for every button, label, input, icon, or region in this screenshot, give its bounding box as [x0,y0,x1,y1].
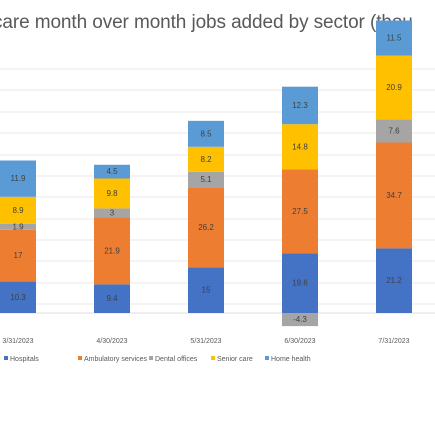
bar-segment-dental-offices [188,171,224,188]
data-label: 9.4 [106,294,118,303]
data-label: 27.5 [292,207,308,216]
legend-label: Ambulatory services [84,356,148,363]
x-axis-ticks: 3/31/2023 4/30/2023 5/31/2023 6/30/2023 7/31… [2,338,409,345]
bar-segment-home-health [94,164,130,179]
x-tick-label: 4/30/2023 [96,338,127,345]
data-label: 12.3 [292,101,308,110]
bar-segment-hospitals [282,253,318,313]
legend-swatch [265,356,269,360]
bar-segment-home-health [282,86,318,125]
bar-segment-home-health [188,120,224,147]
data-label: 8.5 [200,129,212,138]
legend-swatch [149,356,153,360]
bar-segment-senior-care [0,196,36,224]
bar-segment-hospitals [188,267,224,313]
chart-title: care month over month jobs added by sect… [0,12,413,33]
data-label: 1.9 [12,222,24,231]
legend-label: Hospitals [10,356,39,363]
data-label: 3 [110,208,115,217]
x-tick-label: 7/31/2023 [378,338,409,345]
data-label: 7.6 [388,126,400,135]
bar-segment-hospitals [376,248,412,313]
bar-segment-ambulatory-services [188,187,224,268]
legend-item: Senior care [211,356,253,363]
data-label: 34.7 [386,191,402,200]
bar-segment-senior-care [94,178,130,209]
bar-segment-ambulatory-services [282,169,318,254]
data-label: 10.3 [10,293,26,302]
data-labels: 10.3 17 1.9 8.9 11.9 9.4 21.9 3 9.8 4.5 15 26.2 5.1 8… [10,34,402,325]
data-label: -4.3 [293,315,307,324]
data-label: 14.8 [292,142,308,151]
bar-segment-home-health [0,160,36,197]
data-label: 8.9 [12,206,24,215]
legend-label: Home health [271,356,311,363]
data-label: 11.9 [11,174,27,183]
data-label: 20.9 [386,83,402,92]
bar-segment-ambulatory-services [94,217,130,285]
x-tick-label: 6/30/2023 [284,338,315,345]
legend-swatch [211,356,215,360]
data-label: 19.6 [292,279,308,288]
x-tick-label: 5/31/2023 [190,338,221,345]
data-label: 9.8 [106,189,118,198]
bar-segment-dental-offices [376,119,412,143]
legend-swatch [4,356,8,360]
data-label: 17 [14,251,23,260]
bar-segment-senior-care [188,146,224,172]
bar-segment-home-health [376,20,412,56]
bar-segment-dental-offices [94,208,130,218]
legend-item: Dental offices [149,356,198,363]
data-label: 4.5 [106,167,118,176]
legend-label: Dental offices [155,356,198,363]
data-label: 5.1 [200,175,212,184]
data-label: 26.2 [198,223,214,232]
bar-segment-senior-care [282,124,318,170]
bar-segment-ambulatory-services [0,229,36,282]
bar-segment-dental-offices [282,313,318,327]
bar-segment-senior-care [376,55,412,120]
legend-item: Ambulatory services [78,356,148,363]
legend-item: Home health [265,356,311,363]
bar-segment-ambulatory-services [376,142,412,249]
x-tick-label: 3/31/2023 [2,338,33,345]
legend-swatch [78,356,82,360]
data-label: 21.9 [104,246,120,255]
data-label: 21.2 [386,276,402,285]
data-label: 11.5 [387,34,403,43]
bar-segment-dental-offices [0,223,36,230]
legend: Hospitals Ambulatory services Dental offic… [4,356,311,363]
bars [0,20,412,327]
data-label: 8.2 [200,155,212,164]
legend-item: Hospitals [4,356,39,363]
data-label: 15 [202,286,211,295]
legend-label: Senior care [217,356,253,363]
bar-segment-hospitals [94,284,130,313]
bar-segment-hospitals [0,281,36,313]
